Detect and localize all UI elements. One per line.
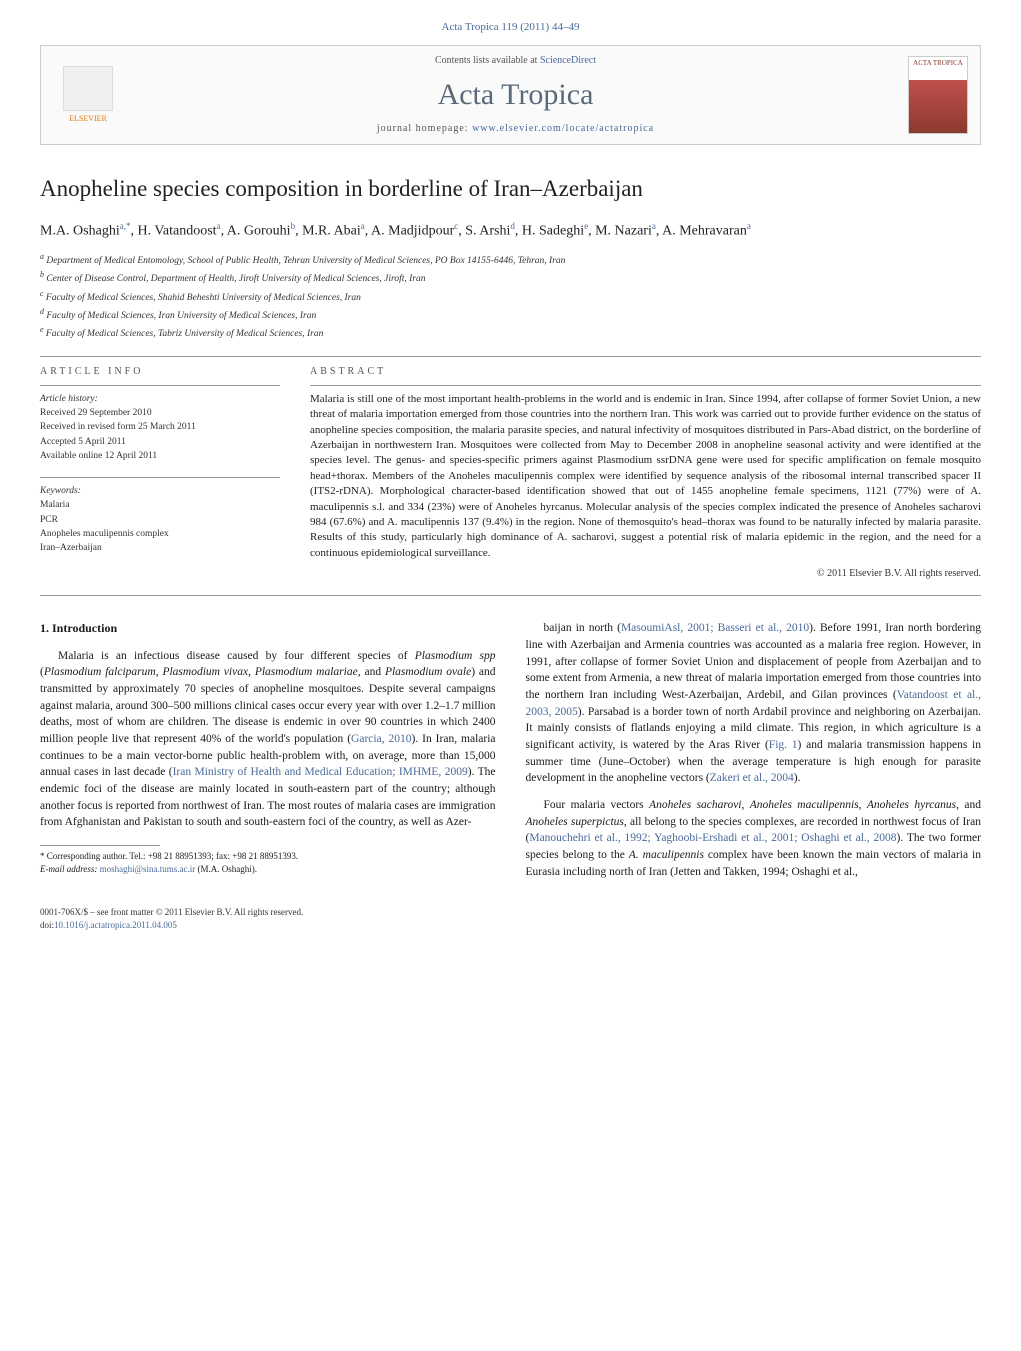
journal-name: Acta Tropica (123, 74, 908, 116)
elsevier-label: ELSEVIER (69, 113, 107, 124)
divider (40, 385, 280, 386)
corresponding-author-footnote: * Corresponding author. Tel.: +98 21 889… (40, 850, 496, 875)
history-label: Article history: (40, 392, 280, 406)
intro-paragraph-1-cont: baijan in north (MasoumiAsl, 2001; Basse… (526, 620, 982, 787)
affiliation-item: e Faculty of Medical Sciences, Tabriz Un… (40, 324, 981, 341)
keywords-block: Keywords: MalariaPCRAnopheles maculipenn… (40, 484, 280, 555)
abstract-column: ABSTRACT Malaria is still one of the mos… (310, 365, 981, 581)
info-abstract-row: ARTICLE INFO Article history: Received 2… (40, 365, 981, 581)
homepage-link[interactable]: www.elsevier.com/locate/actatropica (472, 123, 654, 134)
affiliation-item: c Faculty of Medical Sciences, Shahid Be… (40, 288, 981, 305)
divider (310, 385, 981, 386)
affiliation-item: d Faculty of Medical Sciences, Iran Univ… (40, 306, 981, 323)
divider (40, 477, 280, 478)
keyword-item: Anopheles maculipennis complex (40, 527, 280, 541)
affiliations-list: a Department of Medical Entomology, Scho… (40, 251, 981, 342)
article-history: Article history: Received 29 September 2… (40, 392, 280, 463)
authors-list: M.A. Oshaghia,*, H. Vatandoosta, A. Goro… (40, 220, 981, 241)
footer-meta: 0001-706X/$ – see front matter © 2011 El… (40, 906, 981, 931)
article-info-column: ARTICLE INFO Article history: Received 2… (40, 365, 280, 581)
divider (40, 356, 981, 357)
abstract-header: ABSTRACT (310, 365, 981, 379)
email-author-name: (M.A. Oshaghi). (197, 864, 257, 874)
contents-prefix: Contents lists available at (435, 55, 540, 66)
contents-available-line: Contents lists available at ScienceDirec… (123, 54, 908, 68)
history-online: Available online 12 April 2011 (40, 449, 280, 463)
keyword-item: Iran–Azerbaijan (40, 541, 280, 555)
intro-paragraph-2: Four malaria vectors Anoheles sacharovi,… (526, 797, 982, 880)
corr-email-line: E-mail address: moshaghi@sina.tums.ac.ir… (40, 863, 496, 876)
abstract-copyright: © 2011 Elsevier B.V. All rights reserved… (310, 567, 981, 581)
section-1-header: 1. Introduction (40, 620, 496, 637)
right-column: baijan in north (MasoumiAsl, 2001; Basse… (526, 620, 982, 890)
keyword-item: PCR (40, 513, 280, 527)
article-info-header: ARTICLE INFO (40, 365, 280, 379)
top-citation: Acta Tropica 119 (2011) 44–49 (40, 20, 981, 35)
affiliation-item: b Center of Disease Control, Department … (40, 269, 981, 286)
article-title: Anopheline species composition in border… (40, 173, 981, 205)
journal-homepage-line: journal homepage: www.elsevier.com/locat… (123, 122, 908, 136)
doi-link[interactable]: 10.1016/j.actatropica.2011.04.005 (54, 920, 177, 930)
history-revised: Received in revised form 25 March 2011 (40, 420, 280, 434)
banner-center: Contents lists available at ScienceDirec… (123, 54, 908, 136)
elsevier-logo: ELSEVIER (53, 60, 123, 130)
email-address[interactable]: moshaghi@sina.tums.ac.ir (100, 864, 196, 874)
divider (40, 595, 981, 596)
sciencedirect-link[interactable]: ScienceDirect (540, 55, 596, 66)
corr-author-line: * Corresponding author. Tel.: +98 21 889… (40, 850, 496, 863)
left-column: 1. Introduction Malaria is an infectious… (40, 620, 496, 890)
keywords-label: Keywords: (40, 484, 280, 498)
issn-line: 0001-706X/$ – see front matter © 2011 El… (40, 906, 981, 919)
doi-line: doi:10.1016/j.actatropica.2011.04.005 (40, 919, 981, 932)
history-accepted: Accepted 5 April 2011 (40, 435, 280, 449)
footnote-separator (40, 845, 160, 846)
affiliation-item: a Department of Medical Entomology, Scho… (40, 251, 981, 268)
homepage-prefix: journal homepage: (377, 123, 472, 134)
intro-paragraph-1: Malaria is an infectious disease caused … (40, 648, 496, 831)
keyword-item: Malaria (40, 498, 280, 512)
history-received: Received 29 September 2010 (40, 406, 280, 420)
journal-banner: ELSEVIER Contents lists available at Sci… (40, 45, 981, 145)
body-two-column: 1. Introduction Malaria is an infectious… (40, 620, 981, 890)
email-label: E-mail address: (40, 864, 100, 874)
abstract-text: Malaria is still one of the most importa… (310, 392, 981, 561)
journal-cover-thumbnail: ACTA TROPICA (908, 56, 968, 134)
doi-label: doi: (40, 920, 54, 930)
elsevier-tree-icon (63, 66, 113, 111)
